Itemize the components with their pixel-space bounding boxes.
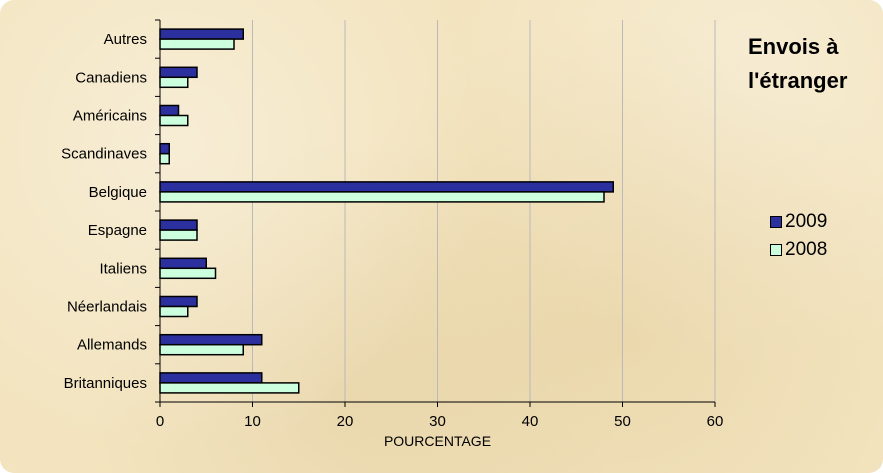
legend-label-2008: 2008: [785, 239, 828, 260]
chart-title-line-1: Envois à: [748, 34, 839, 59]
category-label-8: Allemands: [77, 337, 147, 354]
chart-title-line-2: l'étranger: [748, 68, 848, 93]
bar-2008-1: [159, 76, 189, 89]
bar-2009-9: [159, 372, 263, 384]
bar-2008-9: [159, 382, 300, 394]
bar-2008-6: [159, 267, 217, 280]
bar-2008-2: [159, 114, 189, 127]
category-label-4: Belgique: [89, 184, 147, 201]
bar-2009-3: [159, 142, 170, 155]
category-label-9: Britanniques: [64, 375, 147, 392]
category-label-3: Scandinaves: [61, 146, 147, 163]
category-label-6: Italiens: [99, 260, 147, 277]
bar-2009-4: [159, 181, 614, 193]
x-axis-label: POURCENTAGE: [384, 433, 491, 449]
x-tick-label-10: 10: [244, 413, 261, 430]
bar-2009-2: [159, 104, 180, 117]
legend-swatch-2009: [770, 216, 782, 228]
x-tick-label-20: 20: [337, 413, 354, 430]
bar-2008-4: [159, 191, 605, 203]
bar-2009-7: [159, 295, 198, 308]
x-tick-label-60: 60: [707, 413, 724, 430]
x-tick-label-30: 30: [429, 413, 446, 430]
category-label-0: Autres: [104, 31, 147, 48]
legend-item-2009: 2009: [770, 208, 827, 236]
bar-2008-5: [159, 229, 198, 241]
bar-2009-5: [159, 219, 198, 231]
bar-2008-7: [159, 305, 189, 318]
bar-2009-6: [159, 257, 207, 270]
legend: 2009 2008: [770, 208, 827, 264]
bar-2008-0: [159, 38, 235, 50]
legend-swatch-2008: [770, 244, 782, 256]
bar-2009-8: [159, 333, 263, 346]
bar-2009-1: [159, 66, 198, 79]
category-label-2: Américains: [73, 108, 147, 125]
bar-2008-8: [159, 343, 244, 356]
legend-label-2009: 2009: [785, 211, 828, 232]
x-tick-label-0: 0: [156, 413, 164, 430]
legend-item-2008: 2008: [770, 236, 827, 264]
category-label-7: Néerlandais: [67, 299, 147, 316]
bar-2008-3: [159, 152, 170, 165]
x-tick-label-40: 40: [522, 413, 539, 430]
chart-title: Envois à l'étranger: [748, 30, 883, 98]
category-label-1: Canadiens: [75, 69, 147, 86]
x-tick-label-50: 50: [614, 413, 631, 430]
bar-2009-0: [159, 28, 244, 40]
category-label-5: Espagne: [88, 222, 147, 239]
